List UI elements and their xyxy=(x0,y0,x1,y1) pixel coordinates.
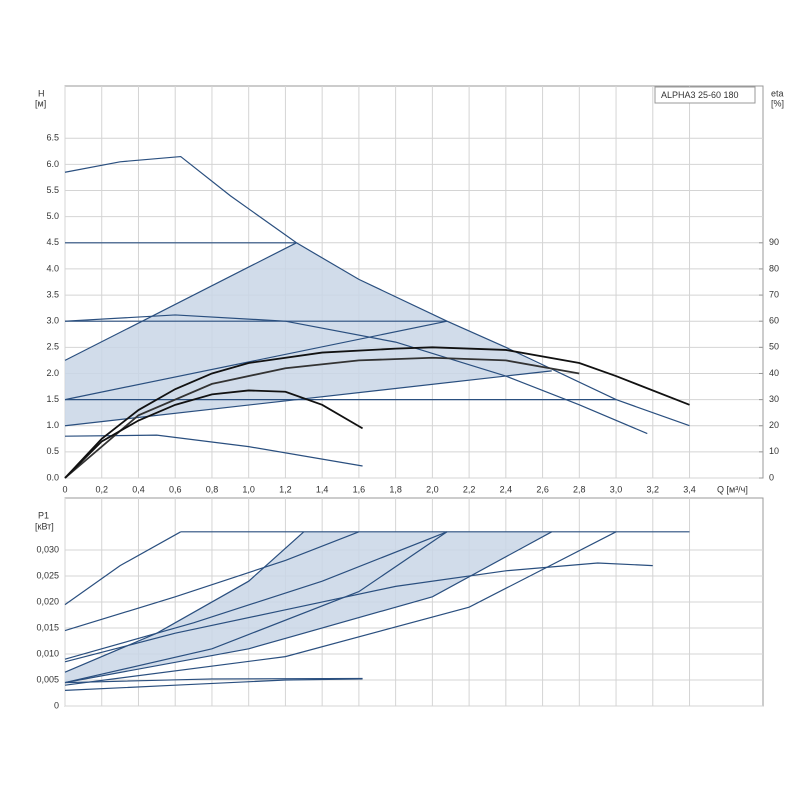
h-label: H xyxy=(38,88,45,98)
curve xyxy=(64,531,448,684)
curve xyxy=(64,677,363,684)
x-tick-label: 3,0 xyxy=(610,484,623,494)
y2-tick-label: 50 xyxy=(769,342,779,352)
x-tick-label: 1,2 xyxy=(279,484,292,494)
y2-tick-label: 60 xyxy=(769,316,779,326)
x-tick-label: 3,2 xyxy=(647,484,660,494)
curve xyxy=(64,531,553,684)
x-tick-label: 3,4 xyxy=(683,484,696,494)
y-tick-label: 0.5 xyxy=(46,446,59,456)
y2-tick-label: 30 xyxy=(769,394,779,404)
grid xyxy=(64,86,763,479)
q-label: Q [м³/ч] xyxy=(717,484,748,494)
eta-unit: [%] xyxy=(771,98,784,108)
x-tick-label: 0,2 xyxy=(95,484,108,494)
curve xyxy=(64,346,690,479)
curve xyxy=(64,389,364,479)
p1-label: P1 xyxy=(38,510,49,520)
y-tick-label: 4.0 xyxy=(46,263,59,273)
y-tick-label: 3.0 xyxy=(46,316,59,326)
x-tick-label: 1,6 xyxy=(353,484,366,494)
shaded-area xyxy=(65,242,552,426)
x-tick-label: 1,4 xyxy=(316,484,329,494)
y-tick-label: 3.5 xyxy=(46,289,59,299)
curve xyxy=(64,155,690,427)
curve xyxy=(64,531,305,673)
y2-tick-label: 0 xyxy=(769,472,774,482)
y-tick-label: 6.0 xyxy=(46,159,59,169)
x-tick-label: 1,0 xyxy=(242,484,255,494)
y-tick-label: 0,020 xyxy=(36,596,59,606)
y2-tick-label: 90 xyxy=(769,237,779,247)
curve xyxy=(64,320,448,401)
eta-label: eta xyxy=(771,88,784,98)
x-tick-label: 2,4 xyxy=(500,484,513,494)
curve xyxy=(64,531,182,606)
y-tick-label: 5.5 xyxy=(46,185,59,195)
h-unit: [м] xyxy=(35,98,46,108)
curve xyxy=(64,562,653,663)
y2-tick-label: 20 xyxy=(769,420,779,430)
shaded-area xyxy=(65,531,552,683)
y-tick-label: 5.0 xyxy=(46,211,59,221)
top-frame xyxy=(64,85,764,479)
curve xyxy=(64,356,580,479)
x-tick-label: 2,8 xyxy=(573,484,586,494)
curve xyxy=(64,314,648,435)
y-tick-label: 0,010 xyxy=(36,648,59,658)
x-tick-label: 0,8 xyxy=(206,484,219,494)
y-tick-label: 6.5 xyxy=(46,133,59,143)
x-tick-label: 0 xyxy=(62,484,67,494)
x-tick-label: 2,6 xyxy=(536,484,549,494)
x-tick-label: 2,0 xyxy=(426,484,439,494)
curve xyxy=(64,531,448,660)
y2-tick-label: 70 xyxy=(769,289,779,299)
y-tick-label: 4.5 xyxy=(46,237,59,247)
y2-tick-label: 10 xyxy=(769,446,779,456)
y-tick-label: 0 xyxy=(54,700,59,710)
curve xyxy=(64,531,617,686)
x-tick-label: 2,2 xyxy=(463,484,476,494)
y-tick-label: 0,025 xyxy=(36,570,59,580)
y-tick-label: 1.5 xyxy=(46,394,59,404)
y-tick-label: 0,005 xyxy=(36,674,59,684)
y-tick-label: 1.0 xyxy=(46,420,59,430)
y-tick-label: 0.0 xyxy=(46,472,59,482)
legend-box xyxy=(654,86,756,104)
y-tick-label: 2.0 xyxy=(46,368,59,378)
y-tick-label: 0,015 xyxy=(36,622,59,632)
y2-tick-label: 40 xyxy=(769,368,779,378)
curve xyxy=(64,242,297,361)
legend-title: ALPHA3 25-60 180 xyxy=(661,90,739,100)
x-tick-label: 1,8 xyxy=(389,484,402,494)
y-tick-label: 0,030 xyxy=(36,544,59,554)
y-tick-label: 2.5 xyxy=(46,342,59,352)
curve xyxy=(64,531,360,632)
x-tick-label: 0,6 xyxy=(169,484,182,494)
p1-unit: [кВт] xyxy=(35,521,54,531)
curve xyxy=(64,678,363,691)
x-tick-label: 0,4 xyxy=(132,484,145,494)
y2-tick-label: 80 xyxy=(769,263,779,273)
